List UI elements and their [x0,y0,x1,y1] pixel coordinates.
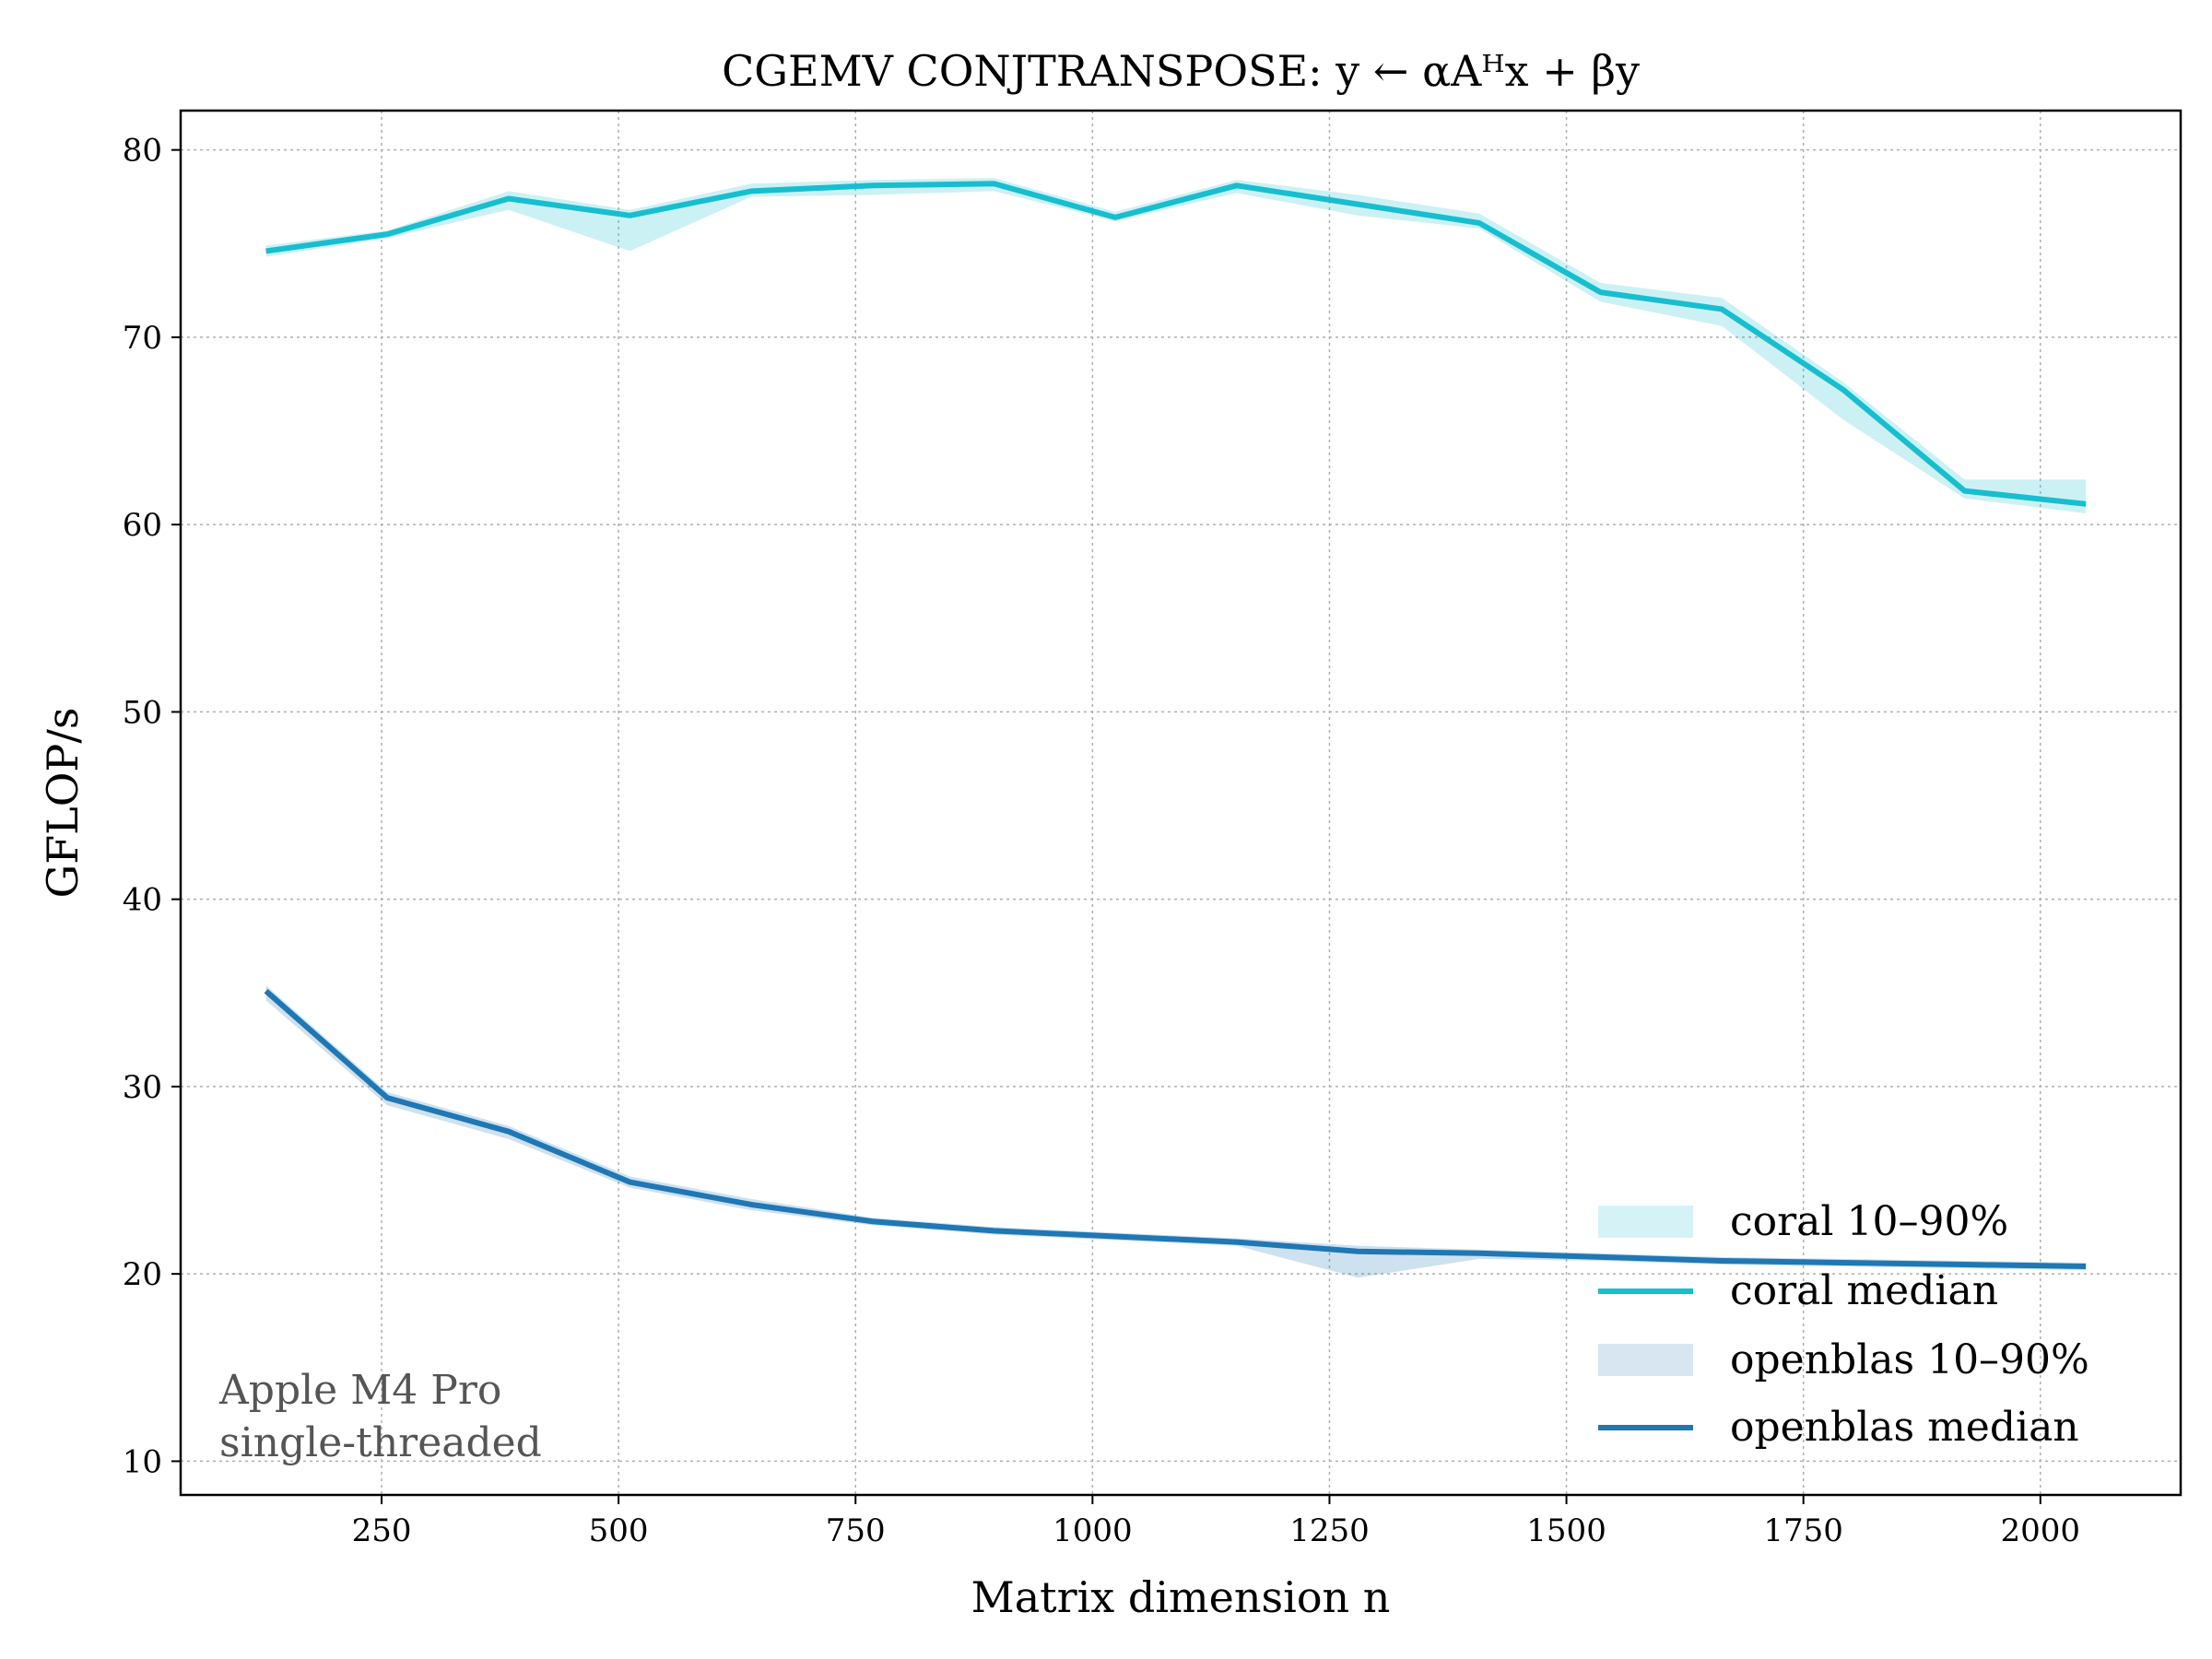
y-axis-label: GFLOP/s [38,708,88,899]
x-tick-label: 250 [352,1512,412,1549]
legend-label-coral-band: coral 10–90% [1730,1198,2008,1245]
y-tick-label: 70 [123,320,162,357]
x-axis-label: Matrix dimension n [971,1572,1391,1622]
x-tick-label: 1000 [1053,1512,1133,1549]
chart-title: CGEMV CONJTRANSPOSE: y ← αAᴴx + βy [722,46,1640,96]
x-tick-label: 1500 [1526,1512,1606,1549]
line-openblas-median [264,989,2087,1270]
x-tick-label: 1750 [1763,1512,1843,1549]
y-tick-label: 20 [123,1256,162,1293]
ticks: 250 500 750 1000 1250 1500 1750 2000 10 20 30 40 50 6… [123,133,2080,1549]
lines [264,181,2087,1270]
y-tick-label: 50 [123,694,162,731]
y-tick-label: 40 [123,882,162,919]
legend-swatch-openblas-band [1598,1344,1693,1376]
x-tick-label: 2000 [2001,1512,2081,1549]
legend: coral 10–90% coral median openblas 10–90… [1598,1198,2089,1451]
bands [265,178,2087,1278]
annotation-line-2: single-threaded [219,1419,542,1466]
legend-label-openblas-median: openblas median [1730,1404,2079,1451]
legend-label-openblas-band: openblas 10–90% [1730,1336,2089,1383]
line-coral-median [265,181,2087,507]
plot-frame [179,109,2183,1497]
y-tick-label: 60 [123,507,162,544]
annotation-line-1: Apple M4 Pro [218,1367,501,1414]
y-tick-label: 30 [123,1069,162,1106]
y-tick-label: 10 [123,1443,162,1480]
x-tick-label: 750 [826,1512,886,1549]
band-coral-10-90 [265,178,2087,513]
legend-label-coral-median: coral median [1730,1267,1998,1314]
grid [181,111,2181,1495]
legend-swatch-coral-band [1598,1206,1693,1238]
x-tick-label: 500 [589,1512,649,1549]
x-tick-label: 1250 [1289,1512,1370,1549]
y-tick-label: 80 [123,133,162,170]
